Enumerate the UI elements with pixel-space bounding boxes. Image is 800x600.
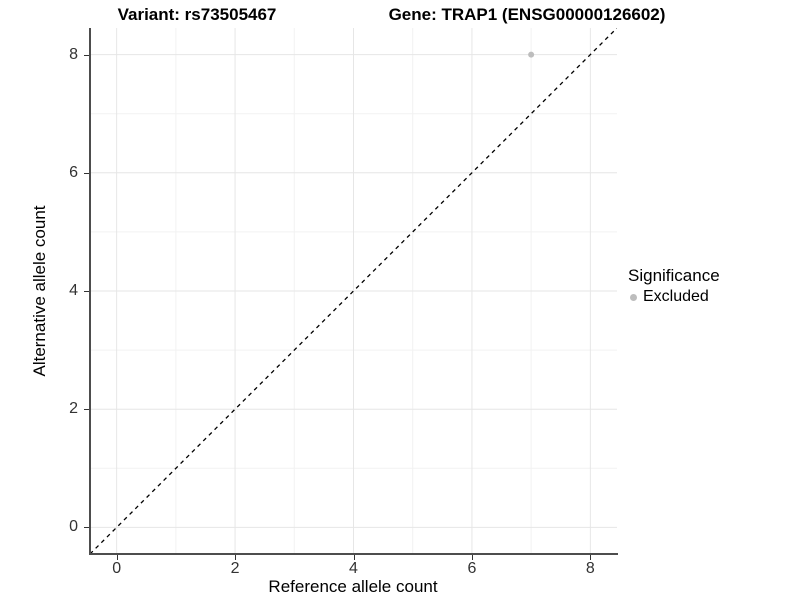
plot-panel <box>90 28 617 554</box>
y-tick-label: 8 <box>69 45 78 63</box>
x-tick-label: 2 <box>230 560 240 577</box>
plot-canvas <box>90 28 617 554</box>
y-tick-mark <box>84 291 89 292</box>
y-tick-mark <box>84 527 89 529</box>
y-tick-label: 6 <box>69 163 78 181</box>
y-tick-mark <box>84 409 89 411</box>
x-tick-label: 0 <box>112 560 122 577</box>
y-tick-label: 2 <box>69 400 78 418</box>
plot-title-gene: Gene: TRAP1 (ENSG00000126602) <box>388 5 666 24</box>
x-tick-label: 6 <box>467 560 477 577</box>
y-tick-mark <box>84 172 89 174</box>
legend: Significance Excluded <box>628 266 720 306</box>
x-tick-mark <box>116 555 118 560</box>
y-tick-label: 4 <box>69 282 78 299</box>
y-axis-title: Alternative allele count <box>30 205 49 377</box>
legend-item-label: Excluded <box>643 288 709 305</box>
x-axis-line <box>89 553 618 555</box>
x-tick-mark <box>353 555 355 560</box>
legend-dot-icon <box>630 293 637 301</box>
x-tick-label: 4 <box>349 560 358 577</box>
plot-title-variant: Variant: rs73505467 <box>117 5 277 24</box>
y-axis-line <box>89 28 91 555</box>
legend-title: Significance <box>628 266 720 285</box>
data-point <box>528 51 535 58</box>
y-tick-label: 0 <box>69 518 78 536</box>
legend-item-excluded: Excluded <box>628 288 720 306</box>
x-axis-title: Reference allele count <box>268 577 438 596</box>
y-tick-mark <box>84 54 89 56</box>
x-tick-mark <box>235 555 237 560</box>
x-tick-mark <box>590 555 592 560</box>
x-tick-label: 8 <box>585 560 595 577</box>
x-tick-mark <box>471 555 473 560</box>
